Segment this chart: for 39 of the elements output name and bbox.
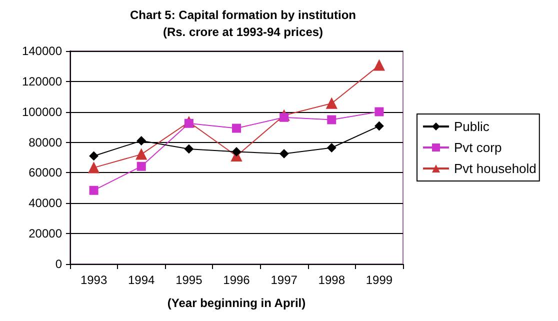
point (374, 60, 385, 71)
legend-label: Pvt household (454, 161, 536, 176)
y-tick-label: 20000 (28, 226, 62, 241)
x-tick-label: 1999 (366, 273, 393, 287)
x-tick-label: 1997 (270, 273, 298, 287)
point (280, 149, 289, 158)
x-tick-label: 1994 (128, 273, 156, 287)
y-tick-label: 120000 (22, 74, 62, 88)
point (89, 186, 98, 195)
y-tick-label: 60000 (28, 166, 62, 180)
chart-subtitle: (Rs. crore at 1993-94 prices) (162, 25, 324, 39)
x-tick-label: 1993 (80, 273, 108, 287)
point (374, 107, 384, 116)
x-tick-label: 1995 (176, 273, 203, 287)
chart-title: Chart 5: Capital formation by institution (130, 8, 356, 22)
x-axis-title: (Year beginning in April) (167, 296, 306, 310)
x-tick-label: 1996 (223, 273, 250, 287)
point (89, 151, 98, 160)
y-tick-label: 80000 (28, 135, 62, 150)
legend-label: Public (454, 119, 490, 134)
point (88, 162, 100, 174)
point (280, 112, 289, 122)
point (326, 98, 338, 109)
point (232, 147, 241, 156)
point (184, 144, 194, 154)
point (374, 122, 384, 131)
point (327, 143, 336, 152)
point (184, 118, 194, 128)
y-tick-label: 100000 (22, 104, 62, 119)
point (327, 115, 336, 124)
point (232, 124, 241, 133)
legend-label: Pvt corp (454, 140, 502, 155)
point (136, 148, 147, 160)
y-tick-label: 140000 (22, 44, 62, 58)
x-tick-label: 1998 (318, 273, 346, 287)
y-tick-label: 0 (55, 257, 62, 271)
point (136, 136, 146, 146)
point (136, 162, 146, 171)
y-tick-label: 40000 (28, 196, 62, 210)
